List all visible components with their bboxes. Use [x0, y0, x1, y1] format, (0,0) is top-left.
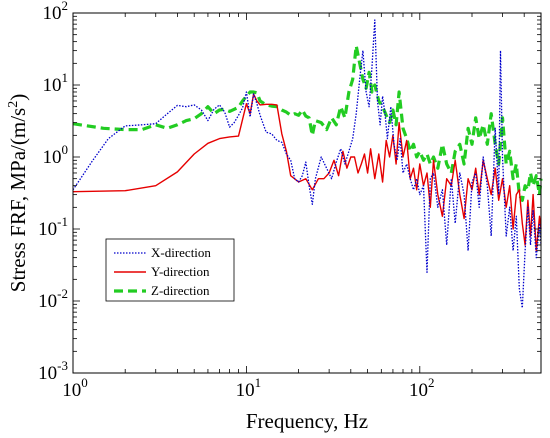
tick-labels: 100 101 102 10-3 10-2 10-1 100 101 102	[38, 0, 434, 401]
y-axis-title-main: Stress FRF, MPa/(m/s	[6, 108, 30, 292]
series-line-z-direction	[72, 44, 543, 202]
plot-frame	[72, 12, 542, 374]
legend-box	[105, 238, 235, 302]
y-tick-label: 100	[43, 142, 69, 168]
legend-label-x-direction: X-direction	[151, 245, 211, 260]
x-tick-label: 101	[236, 375, 262, 401]
y-axis-title: Stress FRF, MPa/(m/s2)	[6, 94, 30, 292]
y-axis-title-end: )	[6, 94, 30, 101]
x-tick-label: 100	[62, 375, 88, 401]
y-axis-title-superscript: 2	[6, 101, 21, 108]
x-tick-label: 102	[409, 375, 435, 401]
y-tick-label: 101	[43, 70, 69, 96]
legend: X-direction Y-direction Z-direction	[105, 238, 235, 302]
data-series	[72, 19, 543, 309]
y-tick-label: 102	[43, 0, 69, 24]
y-tick-label: 10-3	[38, 358, 68, 384]
axis-ticks	[72, 12, 542, 374]
x-axis-title: Frequency, Hz	[246, 409, 368, 433]
legend-label-z-direction: Z-direction	[151, 283, 210, 298]
legend-label-y-direction: Y-direction	[151, 264, 210, 279]
y-tick-label: 10-2	[38, 286, 68, 312]
y-tick-label: 10-1	[38, 214, 68, 240]
